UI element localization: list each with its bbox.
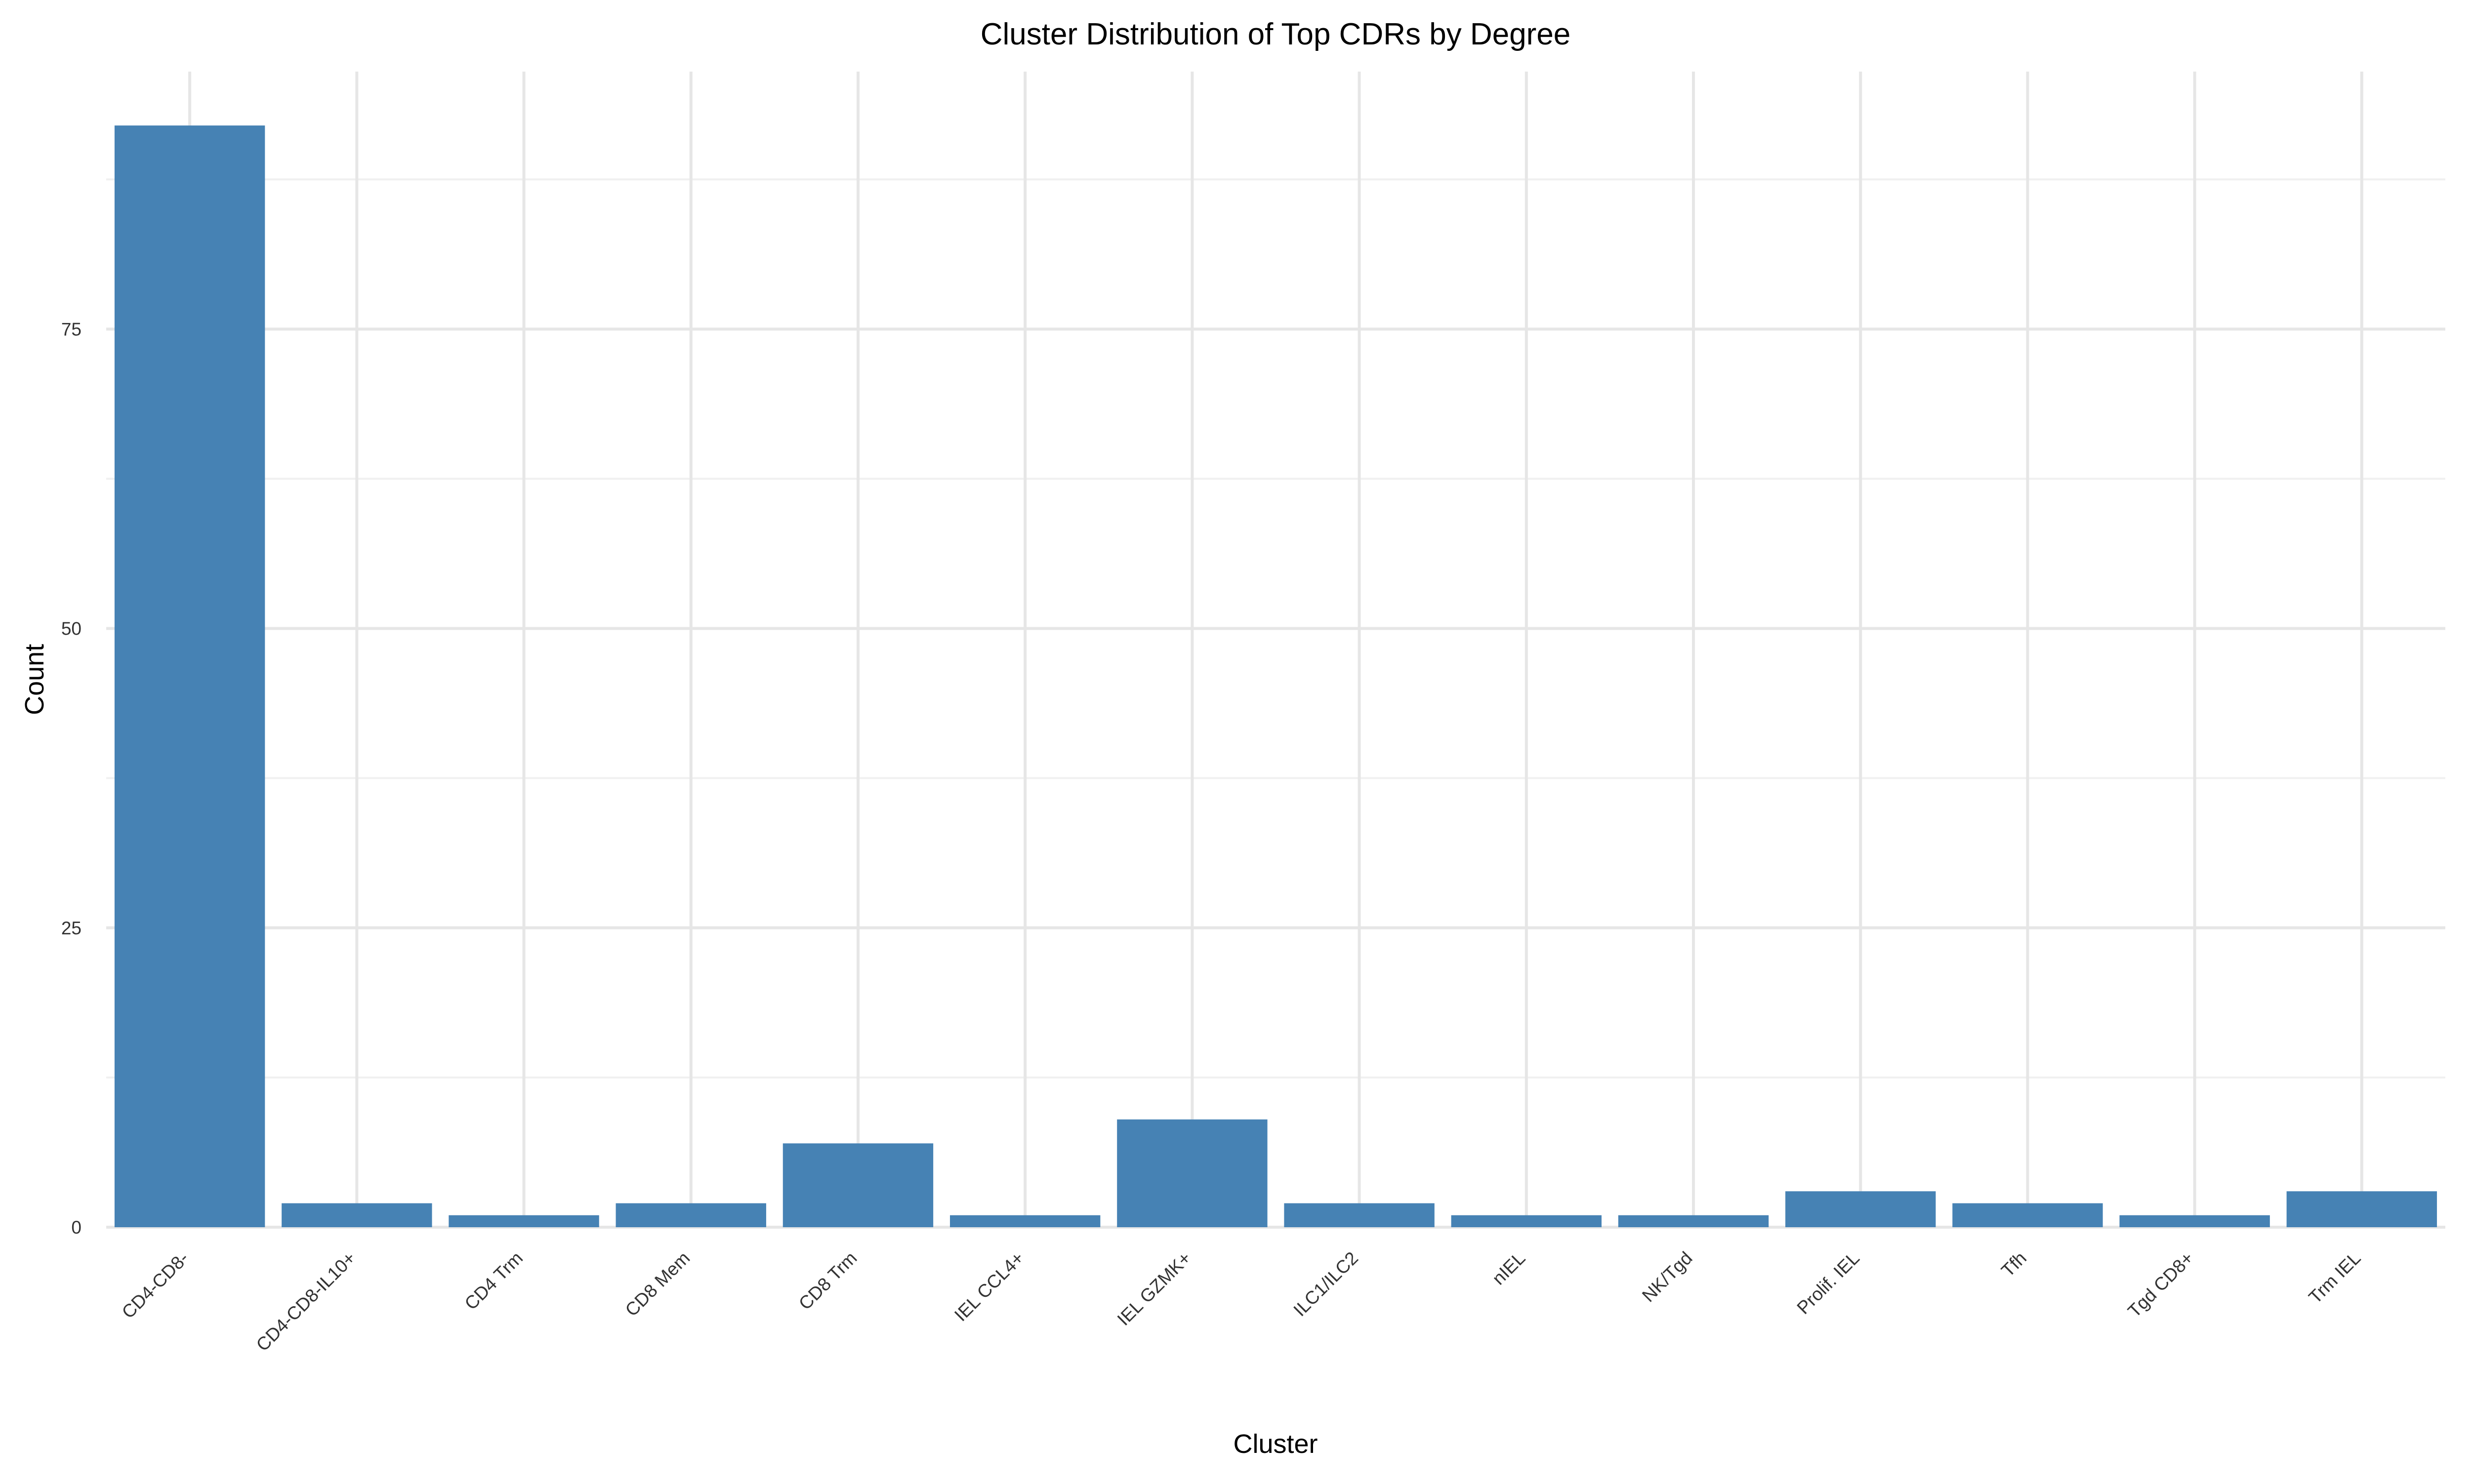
x-tick-label: IEL GZMK+: [1113, 1248, 1195, 1329]
x-tick-label: Tfh: [1997, 1248, 2030, 1281]
x-tick-label: Trm IEL: [2305, 1248, 2365, 1308]
x-tick-label: IEL CCL4+: [950, 1248, 1028, 1325]
x-tick-label: CD8 Mem: [621, 1248, 694, 1321]
bar-8: [1284, 1203, 1435, 1227]
x-axis-ticks: CD4-CD8- CD4-CD8-IL10+ CD4 Trm CD8 Mem CD8 T…: [118, 1248, 2365, 1355]
x-axis-title: Cluster: [1233, 1429, 1317, 1459]
x-tick-label: CD4-CD8-IL10+: [252, 1248, 360, 1355]
bar-5: [782, 1143, 934, 1227]
bar-7: [1117, 1119, 1268, 1227]
x-tick-label: Prolif. IEL: [1793, 1248, 1863, 1318]
bar-1: [114, 125, 265, 1228]
x-tick-label: NK/Tgd: [1638, 1248, 1696, 1306]
y-tick-label: 0: [71, 1217, 82, 1238]
y-axis-title: Count: [20, 644, 49, 715]
x-tick-label: CD4 Trm: [461, 1248, 527, 1314]
x-tick-label: CD4-CD8-: [118, 1248, 193, 1323]
x-tick-label: CD8 Trm: [795, 1248, 861, 1314]
bar-4: [616, 1203, 766, 1227]
bar-14: [2286, 1191, 2437, 1227]
chart-title: Cluster Distribution of Top CDRs by Degr…: [981, 17, 1571, 51]
grid: [106, 72, 2445, 1229]
bars: [114, 125, 2437, 1228]
y-axis-ticks: 0 25 50 75: [61, 319, 82, 1238]
bar-12: [1952, 1203, 2103, 1227]
bar-9: [1451, 1215, 1602, 1227]
x-tick-label: Tgd CD8+: [2124, 1248, 2197, 1322]
y-tick-label: 25: [61, 918, 82, 938]
x-tick-label: ILC1/ILC2: [1289, 1248, 1362, 1321]
bar-10: [1618, 1215, 1769, 1227]
x-tick-label: nIEL: [1488, 1248, 1529, 1289]
y-tick-label: 50: [61, 619, 82, 639]
bar-2: [282, 1203, 432, 1227]
bar-6: [949, 1215, 1101, 1227]
bar-3: [449, 1215, 599, 1227]
bar-11: [1785, 1191, 1936, 1227]
bar-13: [2119, 1215, 2270, 1227]
y-tick-label: 75: [61, 319, 82, 339]
